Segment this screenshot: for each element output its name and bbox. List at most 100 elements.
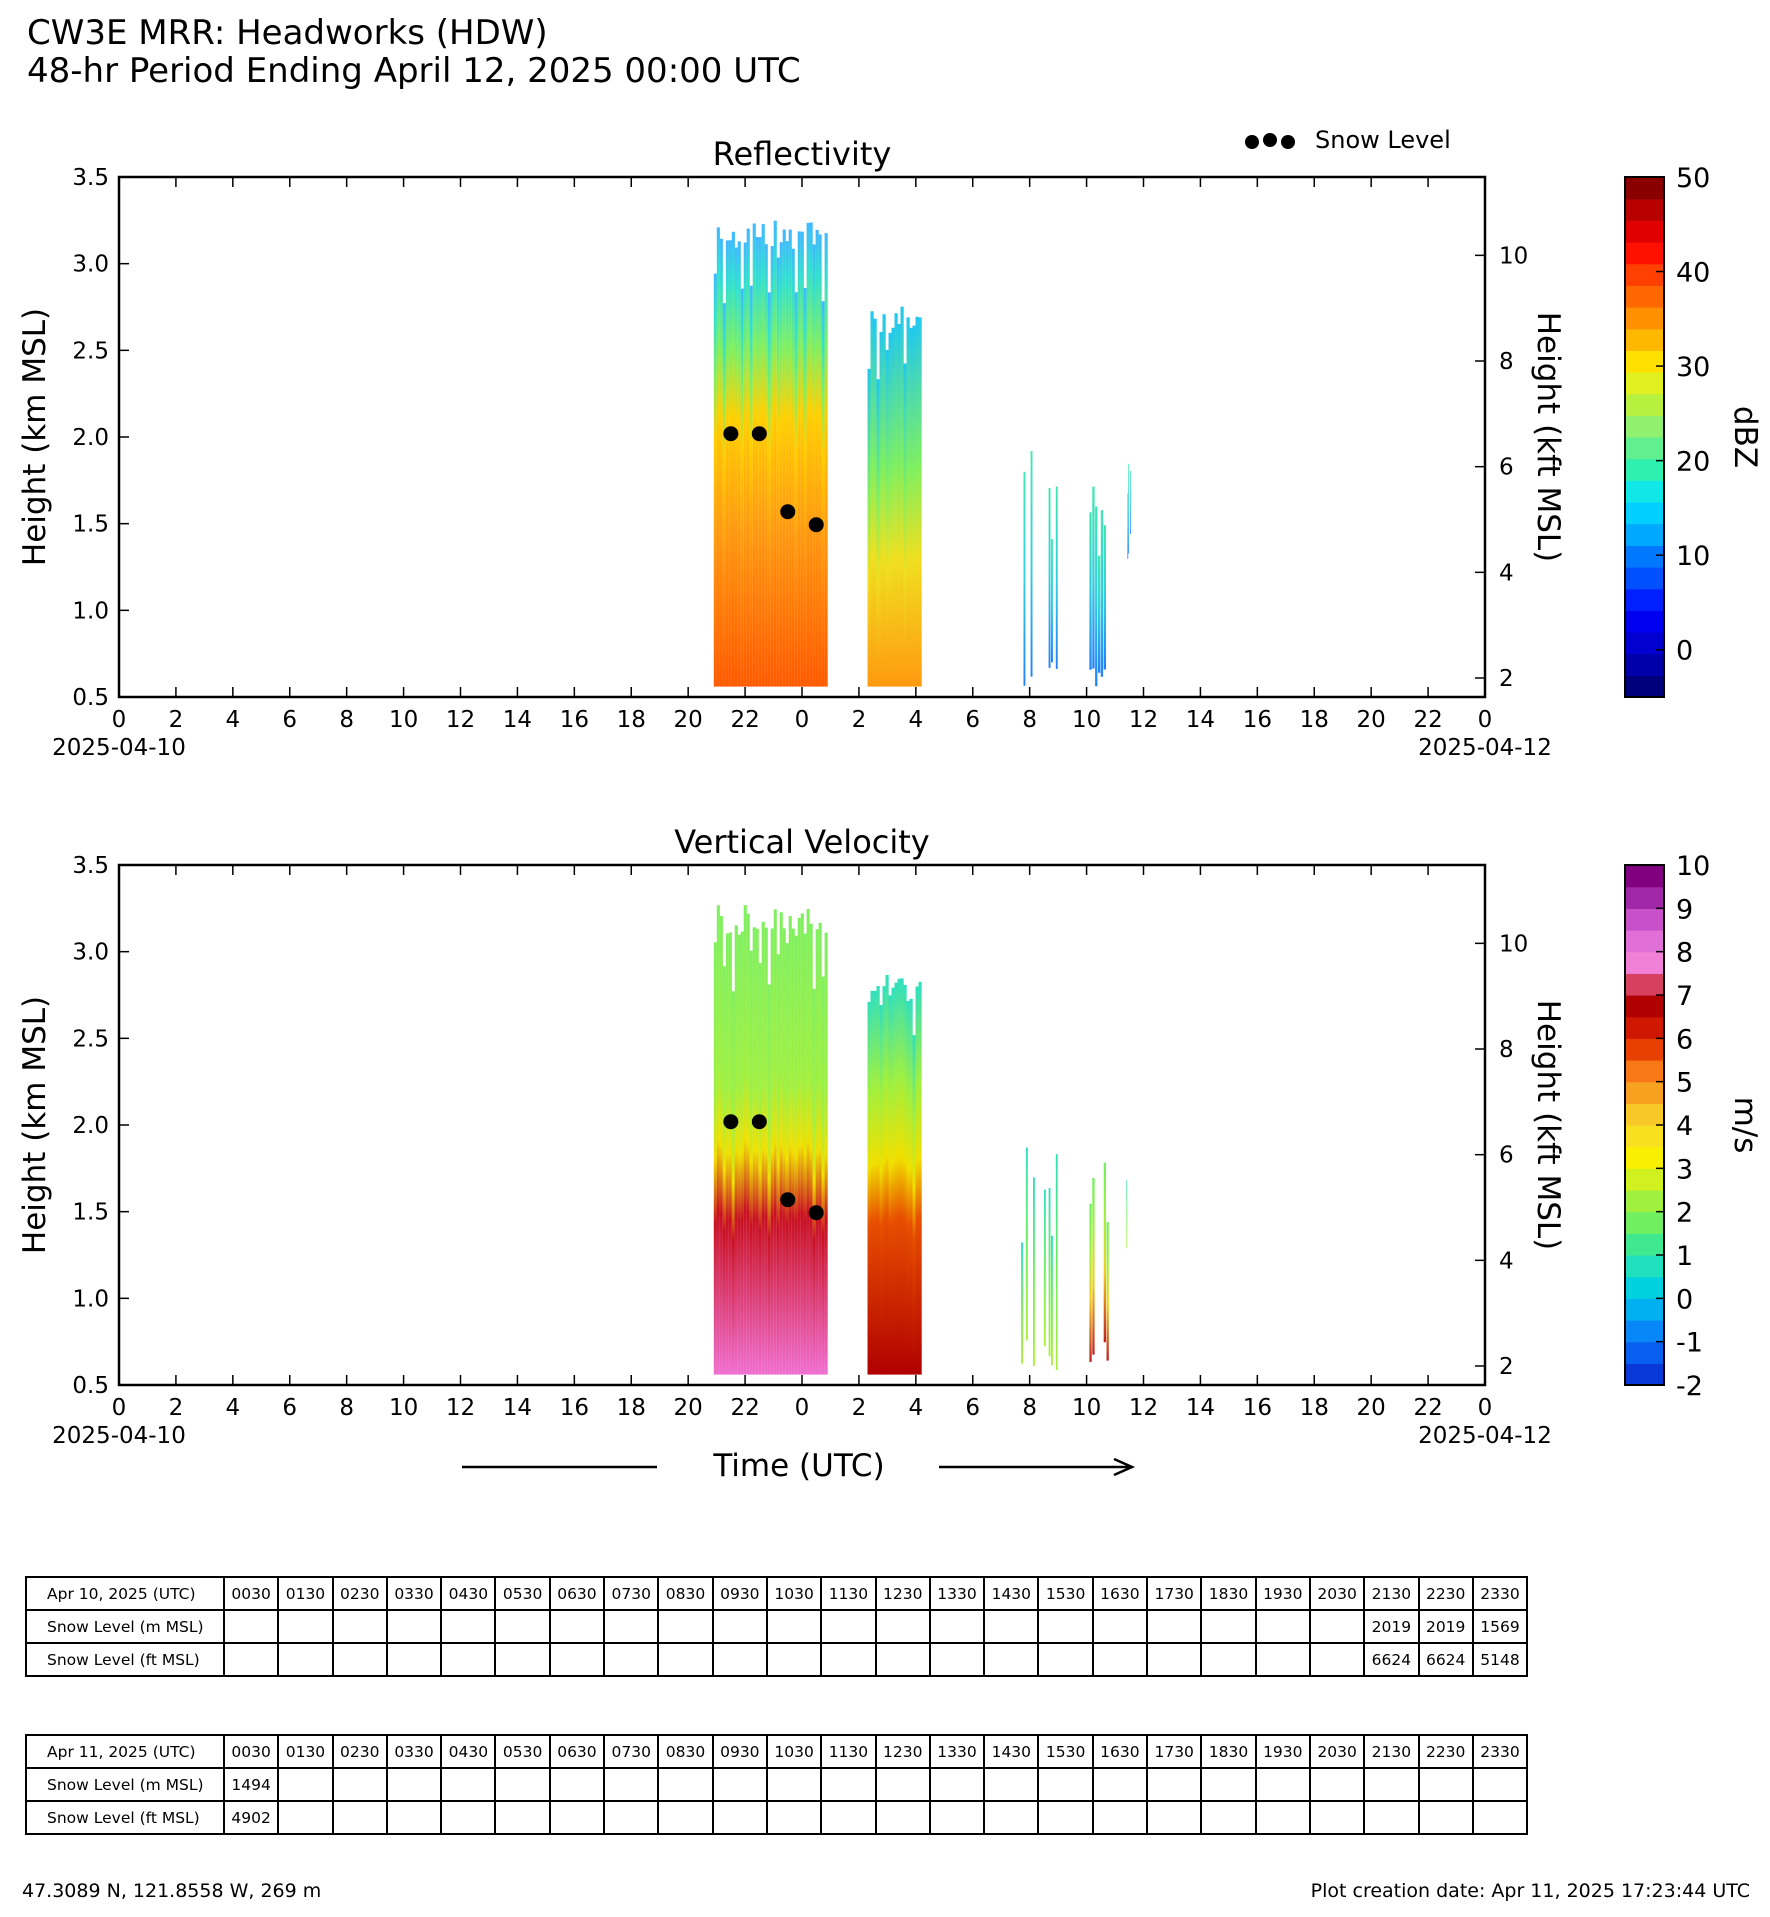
echo-strip — [909, 327, 913, 687]
x-tick-label: 4 — [909, 1395, 924, 1421]
echo-strip — [746, 228, 750, 687]
colorbar-tick-label: 0 — [1676, 1284, 1693, 1315]
y-tick-label-right: 4 — [1499, 560, 1514, 586]
y-tick-label: 0.5 — [72, 1373, 109, 1399]
colorbar-cell — [1625, 220, 1664, 243]
table-value-cell — [385, 1767, 443, 1802]
echo-strip — [758, 963, 762, 1375]
figure-title-line2: 48-hr Period Ending April 12, 2025 00:00… — [27, 51, 801, 91]
table-time-cell: 0430 — [440, 1734, 497, 1769]
table-time-cell: 2330 — [1471, 1734, 1529, 1769]
echo-strip — [794, 292, 798, 687]
date-end-label: 2025-04-12 — [1418, 735, 1552, 761]
x-tick-label: 18 — [1300, 707, 1329, 733]
echo-strip — [791, 928, 795, 1375]
colorbar-cell — [1625, 886, 1664, 909]
echo-strip — [897, 978, 901, 1375]
x-tick-label: 4 — [226, 1395, 241, 1421]
legend-snow-level-marker — [1263, 133, 1277, 147]
table-time-cell: 0730 — [603, 1576, 660, 1611]
echo-strip — [818, 922, 822, 1375]
table-value-cell — [874, 1609, 931, 1644]
table-value-cell — [440, 1800, 497, 1835]
echo-strip — [788, 229, 792, 687]
colorbar-cell — [1625, 1016, 1664, 1039]
table-time-cell: 0630 — [548, 1734, 606, 1769]
x-tick-label: 6 — [965, 1395, 980, 1421]
table-time-cell: 1130 — [820, 1734, 877, 1769]
colorbar-tick-label: 50 — [1676, 163, 1710, 194]
colorbar-label: m/s — [1727, 1097, 1763, 1154]
table-value-cell: 1569 — [1471, 1609, 1529, 1644]
table-value-cell — [1200, 1800, 1257, 1835]
echo-strip — [1048, 1188, 1051, 1357]
table-value-cell — [1417, 1800, 1474, 1835]
table-value-cell — [820, 1767, 877, 1802]
table-time-cell: 1230 — [874, 1576, 931, 1611]
colorbar-cell — [1625, 242, 1664, 265]
colorbar-tick-label: -2 — [1676, 1371, 1703, 1402]
table-value-cell — [1308, 1800, 1366, 1835]
echo-strip — [755, 928, 759, 1375]
echo-strip — [1021, 1242, 1023, 1364]
echo-strip — [873, 318, 877, 687]
x-tick-label: 22 — [730, 1395, 759, 1421]
echo-strip — [1023, 471, 1026, 686]
table-value-cell — [983, 1800, 1040, 1835]
echo-strip — [824, 233, 828, 687]
colorbar-tick-label: 20 — [1676, 447, 1710, 478]
x-tick-label: 6 — [965, 707, 980, 733]
figure-title-line1: CW3E MRR: Headworks (HDW) — [27, 13, 548, 53]
table-value-cell — [874, 1767, 931, 1802]
echo-strip — [1055, 1154, 1058, 1371]
table-value-cell — [874, 1800, 931, 1835]
echo-strip — [918, 317, 922, 687]
x-tick-label: 10 — [389, 1395, 418, 1421]
table-value-cell — [711, 1609, 768, 1644]
x-tick-label: 12 — [1129, 1395, 1158, 1421]
table-value-cell — [1308, 1642, 1366, 1677]
echo-strip — [779, 242, 783, 687]
colorbar-cell — [1625, 1211, 1664, 1234]
x-tick-label: 12 — [1129, 707, 1158, 733]
echo-strip — [1098, 555, 1101, 673]
table-value-cell: 6624 — [1417, 1642, 1474, 1677]
colorbar-tick-label: 1 — [1676, 1241, 1693, 1272]
table-time-cell: 1830 — [1200, 1734, 1257, 1769]
x-tick-label: 10 — [1072, 1395, 1101, 1421]
panel-title: Vertical Velocity — [674, 823, 929, 861]
snow-level-point — [780, 504, 796, 520]
echo-strip — [749, 950, 753, 1375]
echo-strip — [770, 246, 774, 687]
table-time-cell: 1930 — [1254, 1576, 1311, 1611]
echo-strip — [1051, 1235, 1053, 1366]
echo-strip — [1033, 1177, 1035, 1366]
y-tick-label: 3.0 — [72, 252, 109, 278]
snow-level-point — [723, 1114, 739, 1130]
echo-strip — [809, 222, 813, 687]
echo-strip — [818, 234, 822, 687]
table-value-cell: 6624 — [1363, 1642, 1420, 1677]
table-value-cell — [711, 1767, 768, 1802]
echo-strip — [867, 368, 871, 687]
echo-strip — [719, 916, 723, 1375]
table-time-cell: 0530 — [494, 1734, 551, 1769]
colorbar-cell — [1625, 1363, 1664, 1386]
echo-strip — [1100, 510, 1104, 677]
x-tick-label: 4 — [226, 707, 241, 733]
echo-strip — [876, 986, 880, 1375]
x-tick-label: 0 — [795, 1395, 810, 1421]
echo-strip — [794, 935, 798, 1375]
y-tick-label: 1.5 — [72, 512, 109, 538]
echo-strip — [716, 227, 720, 687]
y-tick-label: 1.5 — [72, 1200, 109, 1226]
table-time-cell: 1630 — [1091, 1734, 1149, 1769]
x-tick-label: 20 — [1357, 707, 1386, 733]
echo-strip — [809, 923, 813, 1375]
echo-strip — [743, 905, 747, 1375]
x-tick-label: 22 — [730, 707, 759, 733]
colorbar-tick-label: 4 — [1676, 1111, 1693, 1142]
echo-strip — [740, 931, 744, 1375]
echo-strip — [797, 231, 801, 687]
echo-strip — [752, 927, 756, 1375]
